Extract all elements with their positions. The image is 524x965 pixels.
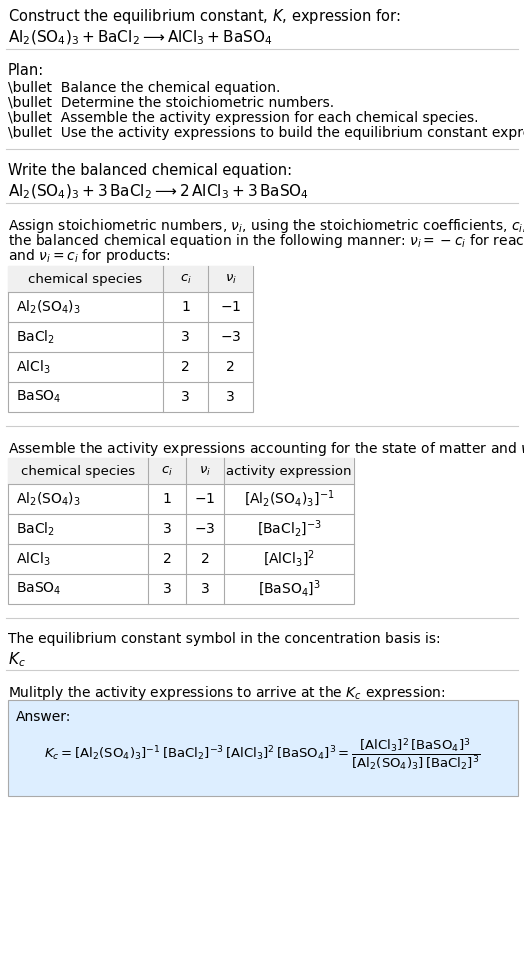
Text: 3: 3 [226,390,235,404]
Text: Assign stoichiometric numbers, $\nu_i$, using the stoichiometric coefficients, $: Assign stoichiometric numbers, $\nu_i$, … [8,217,524,235]
Text: The equilibrium constant symbol in the concentration basis is:: The equilibrium constant symbol in the c… [8,632,441,646]
Text: activity expression: activity expression [226,464,352,478]
Text: \bullet  Use the activity expressions to build the equilibrium constant expressi: \bullet Use the activity expressions to … [8,126,524,140]
Bar [8,458,354,604]
Text: $c_i$: $c_i$ [180,272,191,286]
Bar [8,458,354,484]
Text: $c_i$: $c_i$ [161,464,173,478]
Text: $[\mathrm{BaCl_2}]^{-3}$: $[\mathrm{BaCl_2}]^{-3}$ [257,519,321,539]
Text: Construct the equilibrium constant, $K$, expression for:: Construct the equilibrium constant, $K$,… [8,7,401,26]
Bar [8,266,253,292]
Text: Answer:: Answer: [16,710,71,724]
Text: 1: 1 [181,300,190,314]
Text: 2: 2 [226,360,235,374]
Bar [8,266,253,412]
Text: $\nu_i$: $\nu_i$ [199,464,211,478]
Text: 3: 3 [162,582,171,596]
Text: Mulitply the activity expressions to arrive at the $K_c$ expression:: Mulitply the activity expressions to arr… [8,684,445,702]
Text: $\mathrm{AlCl_3}$: $\mathrm{AlCl_3}$ [16,550,50,567]
Text: $-1$: $-1$ [220,300,241,314]
Text: Assemble the activity expressions accounting for the state of matter and $\nu_i$: Assemble the activity expressions accoun… [8,440,524,458]
Text: Write the balanced chemical equation:: Write the balanced chemical equation: [8,163,292,178]
Text: 2: 2 [201,552,210,566]
Text: $[\mathrm{Al_2(SO_4)_3}]^{-1}$: $[\mathrm{Al_2(SO_4)_3}]^{-1}$ [244,489,334,510]
Text: $\mathrm{Al_2(SO_4)_3}$: $\mathrm{Al_2(SO_4)_3}$ [16,490,81,508]
Text: 3: 3 [181,390,190,404]
Text: $\mathrm{BaSO_4}$: $\mathrm{BaSO_4}$ [16,581,61,597]
Text: Plan:: Plan: [8,63,44,78]
Text: 1: 1 [162,492,171,506]
Text: $[\mathrm{AlCl_3}]^{2}$: $[\mathrm{AlCl_3}]^{2}$ [263,549,315,569]
Text: chemical species: chemical species [21,464,135,478]
Text: 2: 2 [181,360,190,374]
Text: $\mathrm{Al_2(SO_4)_3 + 3\,BaCl_2 \longrightarrow 2\,AlCl_3 + 3\,BaSO_4}$: $\mathrm{Al_2(SO_4)_3 + 3\,BaCl_2 \longr… [8,183,309,202]
Text: $\mathrm{Al_2(SO_4)_3 + BaCl_2 \longrightarrow AlCl_3 + BaSO_4}$: $\mathrm{Al_2(SO_4)_3 + BaCl_2 \longrigh… [8,29,272,47]
Text: $-3$: $-3$ [194,522,216,536]
Text: 3: 3 [201,582,210,596]
Text: the balanced chemical equation in the following manner: $\nu_i = -c_i$ for react: the balanced chemical equation in the fo… [8,232,524,250]
Text: 3: 3 [181,330,190,344]
Text: chemical species: chemical species [28,272,143,286]
Text: \bullet  Determine the stoichiometric numbers.: \bullet Determine the stoichiometric num… [8,96,334,110]
Text: $-1$: $-1$ [194,492,215,506]
Text: and $\nu_i = c_i$ for products:: and $\nu_i = c_i$ for products: [8,247,171,265]
Text: $\mathrm{BaSO_4}$: $\mathrm{BaSO_4}$ [16,389,61,405]
Text: $\mathrm{BaCl_2}$: $\mathrm{BaCl_2}$ [16,328,55,345]
Text: $\nu_i$: $\nu_i$ [224,272,236,286]
Text: \bullet  Assemble the activity expression for each chemical species.: \bullet Assemble the activity expression… [8,111,478,125]
Text: $K_c$: $K_c$ [8,650,26,669]
Text: $-3$: $-3$ [220,330,241,344]
Text: $\mathrm{BaCl_2}$: $\mathrm{BaCl_2}$ [16,520,55,538]
Bar [8,700,518,796]
Text: $K_c = [\mathrm{Al_2(SO_4)_3}]^{-1}\,[\mathrm{BaCl_2}]^{-3}\,[\mathrm{AlCl_3}]^{: $K_c = [\mathrm{Al_2(SO_4)_3}]^{-1}\,[\m… [44,737,480,773]
Text: 2: 2 [162,552,171,566]
Text: 3: 3 [162,522,171,536]
Text: $[\mathrm{BaSO_4}]^{3}$: $[\mathrm{BaSO_4}]^{3}$ [258,579,320,599]
Text: $\mathrm{AlCl_3}$: $\mathrm{AlCl_3}$ [16,358,50,375]
Text: \bullet  Balance the chemical equation.: \bullet Balance the chemical equation. [8,81,280,95]
Text: $\mathrm{Al_2(SO_4)_3}$: $\mathrm{Al_2(SO_4)_3}$ [16,298,81,316]
